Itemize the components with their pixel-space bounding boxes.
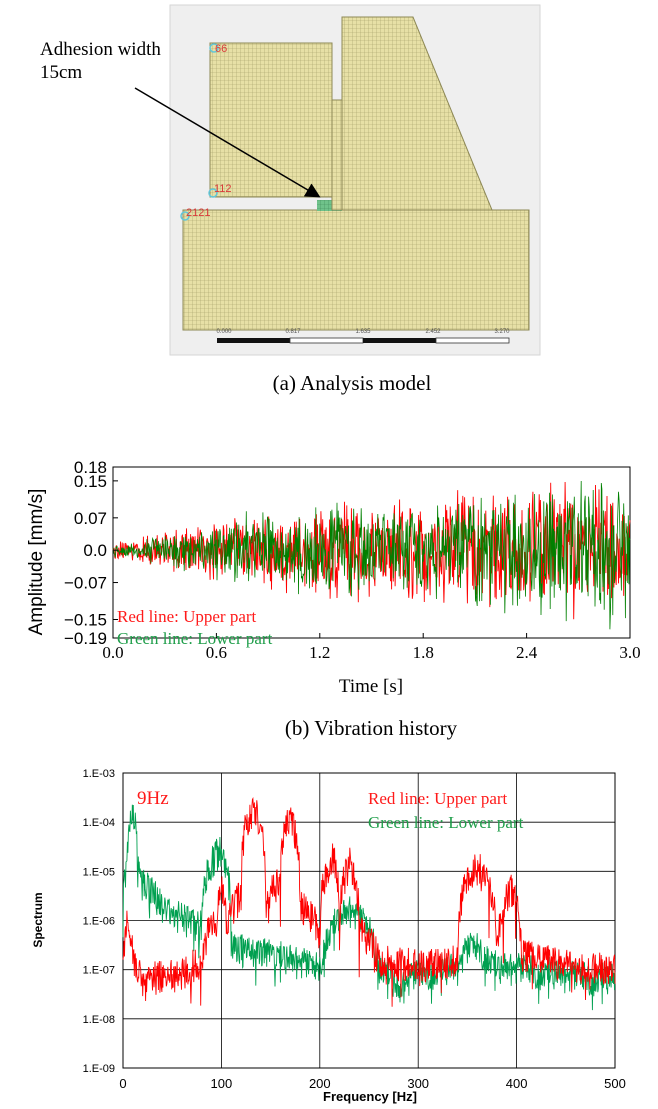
x-tick-label: 2.4 xyxy=(516,643,538,662)
connector-block xyxy=(331,99,343,211)
legend-lower: Green line: Lower part xyxy=(117,629,273,648)
legend-upper: Red line: Upper part xyxy=(368,789,508,808)
y-tick-label: 1.E-08 xyxy=(83,1014,115,1026)
node-marker-66 xyxy=(209,43,219,53)
node-marker-112 xyxy=(208,188,218,198)
spectrum-chart: 0 100 200 300 400 500 1.E-03 1.E-04 1.E-05 1.E-06… xyxy=(31,768,626,1104)
y-tick-label: 0.0 xyxy=(83,541,107,560)
y-tick-label: 1.E-05 xyxy=(83,866,115,878)
vibration-history-chart: 0.0 0.6 1.2 1.8 2.4 3.0 0.180.15 0.07 0.0 −0.07 −0… xyxy=(26,458,641,697)
series-lower-line xyxy=(112,480,631,630)
x-tick-label: 0.0 xyxy=(102,643,123,662)
x-tick-label: 100 xyxy=(211,1076,233,1091)
y-tick-label: 1.E-06 xyxy=(83,916,115,928)
node-label-66: 66 xyxy=(215,43,227,55)
peak-label: 9Hz xyxy=(137,788,169,809)
annotation-arrow xyxy=(134,87,321,198)
analysis-model-panel: 66 112 2121 Adhesion width 15cm 0.000 0.… xyxy=(40,4,541,356)
x-axis-label: Frequency [Hz] xyxy=(323,1089,417,1104)
y-tick-label: 1.E-07 xyxy=(83,965,115,977)
scale-tick: 2.452 xyxy=(425,329,441,335)
node-marker-2121 xyxy=(180,211,190,221)
base-block xyxy=(182,209,530,331)
upper-left-block xyxy=(209,42,333,198)
y-tick-label: 1.E-09 xyxy=(83,1063,115,1075)
scale-tick: 0.000 xyxy=(216,329,232,335)
x-tick-label: 0.6 xyxy=(206,643,227,662)
y-tick-label: −0.19 xyxy=(64,629,107,648)
x-tick-label: 200 xyxy=(309,1076,331,1091)
y-tick-label: 0.18 xyxy=(74,458,107,477)
scale-bar: 0.000 0.817 1.635 2.452 3.270 xyxy=(216,329,510,344)
legend-lower: Green line: Lower part xyxy=(368,813,524,832)
node-label-112: 112 xyxy=(214,183,232,195)
x-tick-label: 500 xyxy=(604,1076,626,1091)
y-tick-label: 0.07 xyxy=(74,509,107,528)
scale-tick: 0.817 xyxy=(285,329,301,335)
y-axis-label: Spectrum xyxy=(31,892,45,947)
adhesion-zone xyxy=(317,200,342,211)
node-label-2121: 2121 xyxy=(186,207,210,219)
x-tick-label: 300 xyxy=(407,1076,429,1091)
y-tick-label: 1.E-03 xyxy=(83,768,115,780)
scale-tick: 1.635 xyxy=(355,329,371,335)
caption-b: (b) Vibration history xyxy=(285,716,458,740)
y-tick-label: 0.15 xyxy=(74,472,107,491)
x-axis-label: Time [s] xyxy=(339,676,403,697)
scale-tick: 3.270 xyxy=(494,329,510,335)
y-tick-label: −0.07 xyxy=(64,574,107,593)
caption-a: (a) Analysis model xyxy=(273,371,432,395)
y-tick-label: 1.E-04 xyxy=(83,817,115,829)
y-axis-label: Amplitude [mm/s] xyxy=(26,489,47,636)
x-tick-label: 1.8 xyxy=(413,643,434,662)
x-tick-label: 1.2 xyxy=(309,643,330,662)
x-tick-label: 3.0 xyxy=(619,643,640,662)
legend-upper: Red line: Upper part xyxy=(117,607,257,626)
series-upper-line xyxy=(122,797,616,1007)
x-tick-label: 400 xyxy=(506,1076,528,1091)
x-tick-label: 0 xyxy=(119,1076,126,1091)
annotation-line-1: Adhesion width xyxy=(40,39,161,60)
y-tick-label: −0.15 xyxy=(64,611,107,630)
annotation-line-2: 15cm xyxy=(40,62,82,83)
